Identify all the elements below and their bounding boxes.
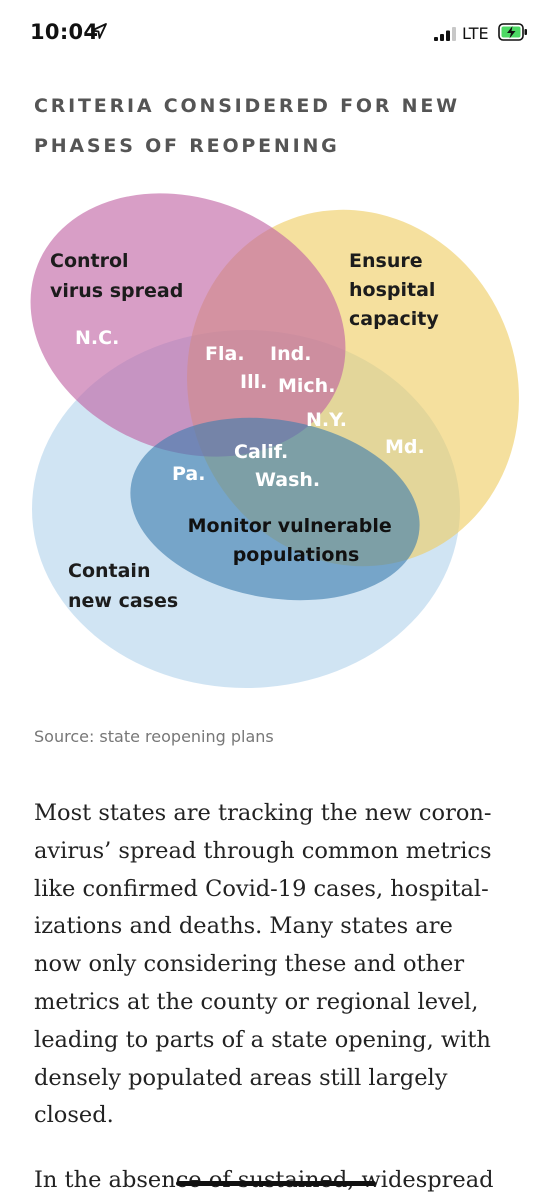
status-bar: 10:04 LTE bbox=[0, 0, 554, 70]
state-label-nc: N.C. bbox=[75, 327, 119, 349]
state-label-pa: Pa. bbox=[172, 463, 205, 485]
state-label-ill: Ill. bbox=[240, 371, 267, 393]
state-label-wash: Wash. bbox=[255, 469, 320, 491]
article-paragraph: Most states are tracking the new coron- … bbox=[34, 795, 524, 1135]
state-label-ind: Ind. bbox=[270, 343, 311, 365]
article-line: avirus’ spread through common metrics bbox=[34, 837, 492, 864]
label-contain-new-cases: Contain new cases bbox=[68, 560, 178, 612]
venn-diagram: Control virus spread Ensure hospital cap… bbox=[30, 193, 519, 688]
label-monitor-vulnerable-populations: Monitor vulnerable populations bbox=[188, 515, 399, 566]
article-line: like confirmed Covid-19 cases, hospital- bbox=[34, 875, 489, 902]
state-label-calif: Calif. bbox=[234, 441, 288, 463]
battery-charging-icon bbox=[498, 23, 527, 41]
state-label-fla: Fla. bbox=[205, 343, 245, 365]
graphic-title-line: PHASES OF REOPENING bbox=[34, 135, 340, 157]
graphic-source-note: Source: state reopening plans bbox=[34, 727, 274, 746]
set-monitor-vulnerable-populations bbox=[130, 417, 420, 601]
label-ensure-hospital-capacity: Ensure hospital capacity bbox=[349, 250, 442, 330]
article-line: now only considering these and other bbox=[34, 951, 465, 978]
signal-bars-icon bbox=[434, 27, 456, 41]
article-line: densely populated areas still largely bbox=[34, 1064, 448, 1091]
state-label-ny: N.Y. bbox=[306, 409, 347, 431]
article-line: Most states are tracking the new coron- bbox=[34, 800, 492, 826]
graphic-title-line: CRITERIA CONSIDERED FOR NEW bbox=[34, 95, 460, 117]
article-line: leading to parts of a state opening, wit… bbox=[34, 1026, 491, 1053]
state-label-md: Md. bbox=[385, 436, 425, 458]
ink-strike-mark bbox=[176, 1181, 376, 1186]
article-line: izations and deaths. Many states are bbox=[34, 913, 453, 940]
article-line: metrics at the county or regional level, bbox=[34, 988, 479, 1015]
network-type-label: LTE bbox=[462, 24, 489, 43]
location-arrow-icon bbox=[91, 23, 107, 39]
status-time: 10:04 bbox=[30, 20, 99, 44]
graphic-title: CRITERIA CONSIDERED FOR NEW PHASES OF RE… bbox=[34, 86, 514, 166]
label-control-virus-spread: Control virus spread bbox=[50, 250, 183, 302]
state-label-mich: Mich. bbox=[278, 375, 335, 397]
set-control-virus-spread bbox=[30, 193, 346, 457]
article-paragraph-2-start: In the absence of sustained, widespread bbox=[34, 1167, 494, 1193]
article-line: closed. bbox=[34, 1102, 114, 1129]
